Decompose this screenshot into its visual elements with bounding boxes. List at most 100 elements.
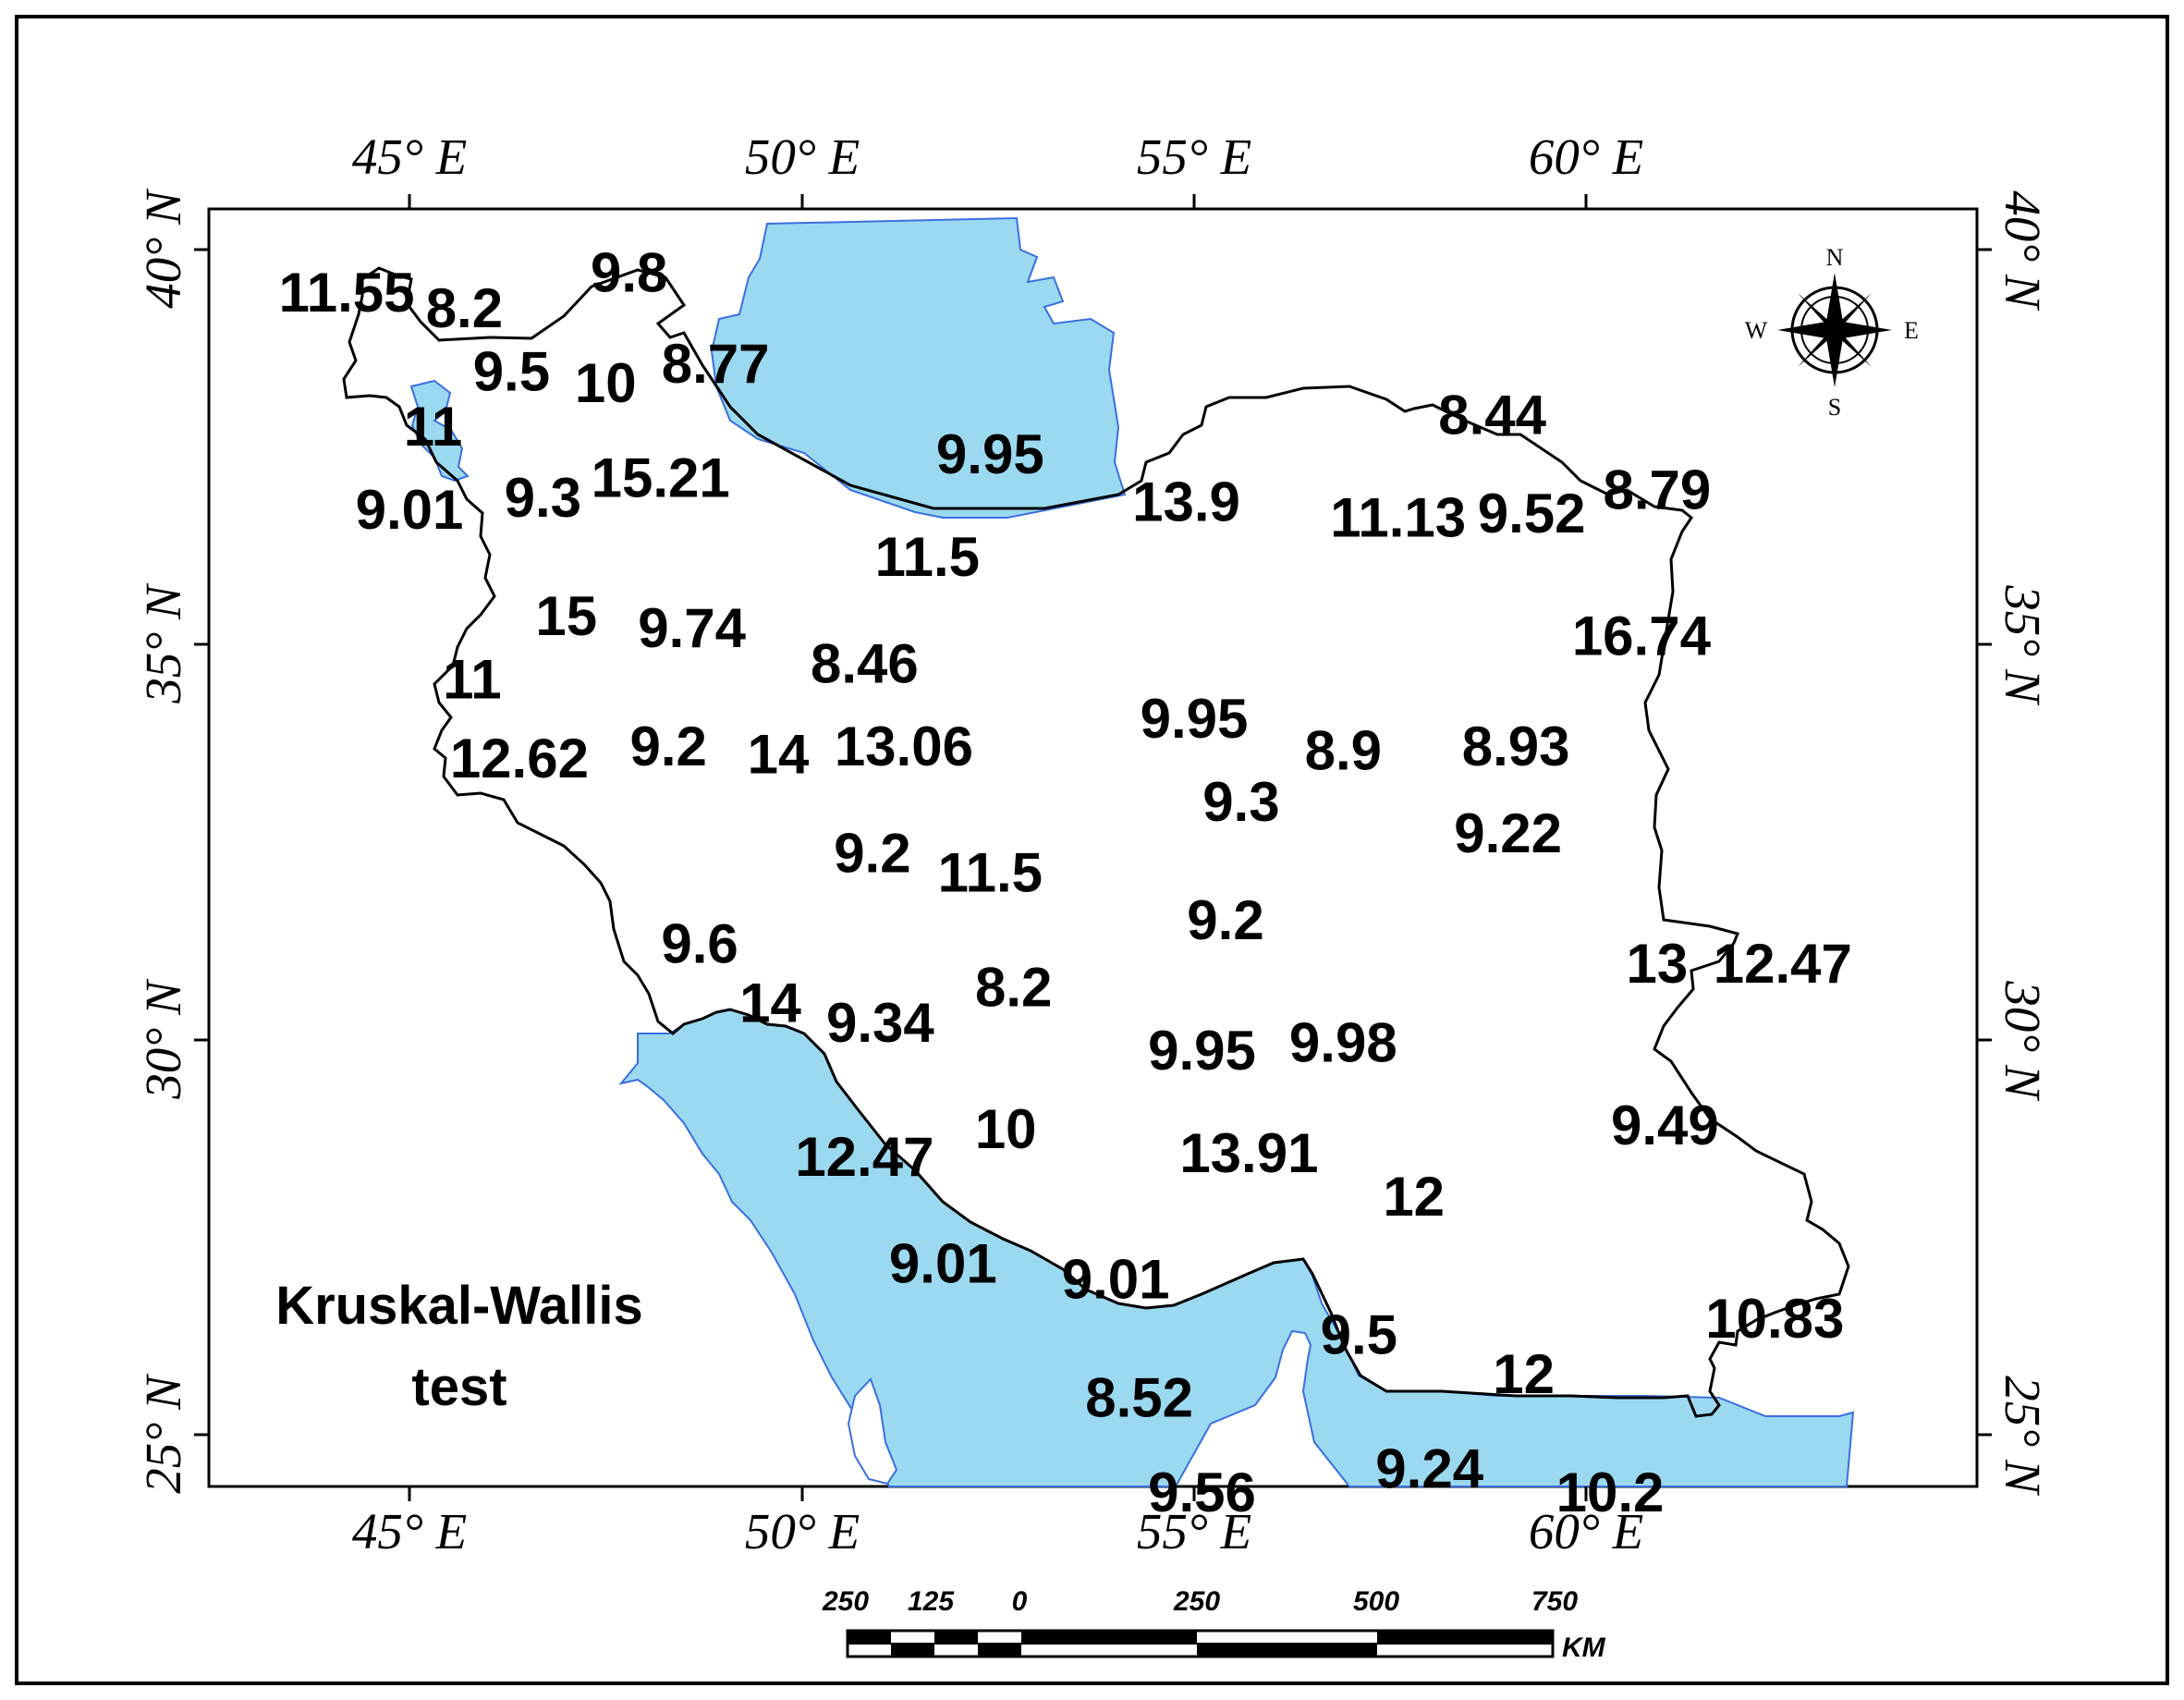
caspian-sea bbox=[710, 216, 1127, 519]
station-value-label: 9.56 bbox=[1148, 1462, 1256, 1523]
compass-n-label: N bbox=[1826, 244, 1844, 271]
lon-label-bottom-50: 50° E bbox=[745, 1503, 860, 1559]
iran-border bbox=[342, 266, 1850, 1418]
scale-tick-label: 125 bbox=[908, 1586, 955, 1617]
lat-label-right-30: 30° N bbox=[1995, 980, 2051, 1102]
station-value-label: 9.8 bbox=[591, 242, 667, 304]
compass-e-label: E bbox=[1904, 317, 1919, 344]
station-value-label: 9.49 bbox=[1611, 1095, 1719, 1156]
station-value-label: 9.22 bbox=[1454, 802, 1562, 864]
station-value-label: 13.9 bbox=[1132, 471, 1240, 532]
station-value-label: 8.46 bbox=[811, 632, 919, 694]
lat-label-left-35: 35° N bbox=[135, 582, 191, 704]
scale-tick-label: 500 bbox=[1353, 1586, 1399, 1617]
map-panel bbox=[207, 207, 1979, 1488]
scale-tick-label: 750 bbox=[1531, 1586, 1578, 1617]
lat-label-left-25: 25° N bbox=[135, 1373, 191, 1494]
station-value-label: 8.93 bbox=[1462, 715, 1570, 777]
scale-tick-label: 250 bbox=[822, 1586, 869, 1617]
scale-bar: 250 125 0 250 500 750 KM bbox=[822, 1586, 1606, 1663]
lat-label-right-35: 35° N bbox=[1995, 584, 2051, 706]
station-value-label: 11.5 bbox=[938, 842, 1043, 904]
station-value-label: 9.95 bbox=[936, 423, 1044, 485]
station-value-label: 8.79 bbox=[1604, 459, 1712, 521]
lat-label-right-40: 40° N bbox=[1995, 190, 2051, 312]
station-value-label: 10.2 bbox=[1556, 1462, 1665, 1523]
station-value-label: 11 bbox=[443, 648, 501, 710]
station-value-label: 9.01 bbox=[889, 1232, 997, 1294]
lat-label-right-25: 25° N bbox=[1995, 1376, 2051, 1497]
station-value-label: 13.91 bbox=[1179, 1122, 1318, 1184]
station-value-label: 9.01 bbox=[356, 479, 464, 541]
station-value-label: 9.6 bbox=[661, 913, 738, 975]
station-value-label: 9.74 bbox=[638, 597, 746, 659]
station-value-label: 11.13 bbox=[1330, 486, 1466, 548]
station-value-label: 9.5 bbox=[473, 340, 550, 402]
station-value-label: 9.01 bbox=[1062, 1249, 1170, 1311]
lon-label-top-55: 55° E bbox=[1137, 128, 1251, 185]
station-value-label: 10 bbox=[975, 1098, 1037, 1160]
qatar-land bbox=[847, 1377, 898, 1486]
station-value-label: 11.5 bbox=[875, 526, 980, 588]
station-value-label: 9.34 bbox=[826, 992, 934, 1054]
lon-label-bottom-60: 60° E bbox=[1529, 1503, 1643, 1559]
station-value-label: 9.2 bbox=[834, 822, 910, 884]
station-value-label: 9.3 bbox=[1202, 771, 1279, 833]
station-value-label: 14 bbox=[739, 972, 801, 1034]
station-value-label: 9.95 bbox=[1141, 688, 1249, 750]
compass-rose-icon: N S E W bbox=[1745, 244, 1919, 421]
lon-label-top-60: 60° E bbox=[1529, 128, 1643, 185]
station-value-label: 14 bbox=[748, 724, 810, 786]
lat-label-left-30: 30° N bbox=[135, 978, 191, 1100]
lake-urmia bbox=[409, 379, 470, 483]
graticule-ticks bbox=[194, 194, 1992, 1501]
station-value-label: 10.83 bbox=[1705, 1288, 1844, 1350]
station-value-label: 12 bbox=[1383, 1166, 1445, 1228]
station-value-label: 15 bbox=[535, 585, 597, 647]
lat-label-left-40: 40° N bbox=[135, 188, 191, 309]
lon-label-top-45: 45° E bbox=[352, 128, 467, 185]
station-value-label: 9.2 bbox=[629, 715, 706, 777]
station-value-label: 8.77 bbox=[662, 333, 770, 395]
station-value-label: 8.9 bbox=[1305, 719, 1382, 781]
station-value-label: 8.52 bbox=[1085, 1367, 1193, 1429]
station-value-label: 12.47 bbox=[795, 1126, 933, 1188]
lon-label-bottom-45: 45° E bbox=[352, 1503, 467, 1559]
compass-s-label: S bbox=[1828, 394, 1841, 421]
station-value-label: 9.24 bbox=[1375, 1437, 1483, 1499]
map-title-line1: Kruskal-Wallis bbox=[275, 1276, 643, 1336]
map-title-line2: test bbox=[411, 1357, 506, 1417]
station-value-label: 12.47 bbox=[1714, 933, 1852, 995]
station-value-label: 9.5 bbox=[1321, 1303, 1397, 1365]
latitude-labels-left: 40° N 35° N 30° N 25° N bbox=[135, 188, 191, 1494]
station-value-label: 9.2 bbox=[1187, 889, 1263, 951]
station-value-label: 9.98 bbox=[1289, 1011, 1397, 1073]
scale-tick-label: 250 bbox=[1173, 1586, 1220, 1617]
station-value-label: 13.06 bbox=[835, 715, 973, 777]
compass-w-label: W bbox=[1745, 317, 1768, 344]
station-value-label: 8.2 bbox=[975, 957, 1052, 1019]
scale-unit-label: KM bbox=[1562, 1633, 1606, 1663]
station-value-label: 8.2 bbox=[426, 277, 503, 339]
station-value-label: 12 bbox=[1493, 1343, 1555, 1405]
scale-tick-label: 0 bbox=[1012, 1586, 1028, 1617]
longitude-labels-bottom: 45° E 50° E 55° E 60° E bbox=[352, 1503, 1643, 1559]
station-value-label: 16.74 bbox=[1572, 605, 1712, 667]
station-value-label: 9.3 bbox=[505, 467, 581, 529]
station-value-label: 15.21 bbox=[592, 447, 730, 509]
lon-label-top-50: 50° E bbox=[745, 128, 860, 185]
station-value-label: 8.44 bbox=[1438, 384, 1546, 446]
longitude-labels-top: 45° E 50° E 55° E 60° E bbox=[352, 128, 1643, 185]
station-value-label: 9.95 bbox=[1148, 1020, 1256, 1082]
station-value-label: 13 bbox=[1627, 933, 1689, 995]
station-value-label: 9.52 bbox=[1478, 483, 1586, 544]
latitude-labels-right: 40° N 35° N 30° N 25° N bbox=[1995, 190, 2051, 1497]
station-value-label: 11.55 bbox=[279, 262, 415, 324]
map-title: Kruskal-Wallis test bbox=[275, 1276, 643, 1417]
station-value-label: 11 bbox=[404, 396, 462, 458]
station-value-label: 10 bbox=[575, 352, 637, 414]
lon-label-bottom-55: 55° E bbox=[1137, 1503, 1251, 1559]
station-value-label: 12.62 bbox=[450, 728, 589, 789]
